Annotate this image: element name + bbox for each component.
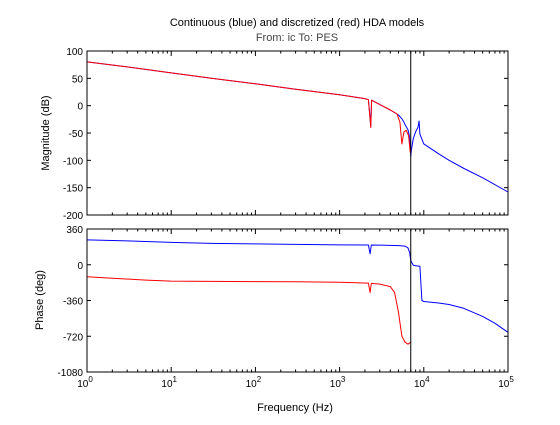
phase-axis-label: Phase (deg): [34, 270, 46, 330]
xtick-label: 102: [246, 375, 262, 390]
xtick-label: 101: [161, 375, 177, 390]
xtick-label: 100: [77, 375, 93, 390]
xtick-label: 104: [414, 375, 430, 390]
magnitude-ytick-label: -150: [63, 184, 83, 195]
phase-ytick-label: -720: [63, 332, 83, 343]
magnitude-axis-label: Magnitude (dB): [40, 95, 52, 170]
magnitude-ytick-label: -100: [63, 156, 83, 167]
magnitude-plot-border: [86, 50, 509, 216]
phase-ytick-label: -360: [63, 297, 83, 308]
phase-ytick-label: 0: [77, 261, 83, 272]
magnitude-ytick-label: -200: [63, 211, 83, 222]
phase-ytick-label: 360: [66, 225, 83, 236]
magnitude-ytick-label: 100: [66, 47, 83, 58]
phase-plot-border: [86, 228, 509, 373]
frequency-axis-label: Frequency (Hz): [257, 402, 333, 414]
magnitude-ytick-label: 50: [72, 74, 84, 85]
phase-plot-frame: [86, 228, 509, 373]
phase-series-continuous-line: [86, 239, 509, 333]
phase-series-discretized-line: [86, 276, 412, 345]
phase-ytick-label: -1080: [57, 368, 83, 379]
magnitude-ytick-label: 0: [77, 102, 83, 113]
magnitude-ytick-label: -50: [69, 129, 84, 140]
xtick-label: 103: [330, 375, 346, 390]
magnitude-plot-frame: [86, 50, 509, 216]
xtick-label: 105: [498, 375, 514, 390]
chart-title: Continuous (blue) and discretized (red) …: [170, 17, 425, 29]
magnitude-panel: Magnitude (dB) 100 50 0 -50 -100 -150 -200: [40, 47, 509, 222]
chart-subtitle: From: ic To: PES: [256, 32, 338, 44]
magnitude-series-discretized-line: [86, 61, 411, 153]
